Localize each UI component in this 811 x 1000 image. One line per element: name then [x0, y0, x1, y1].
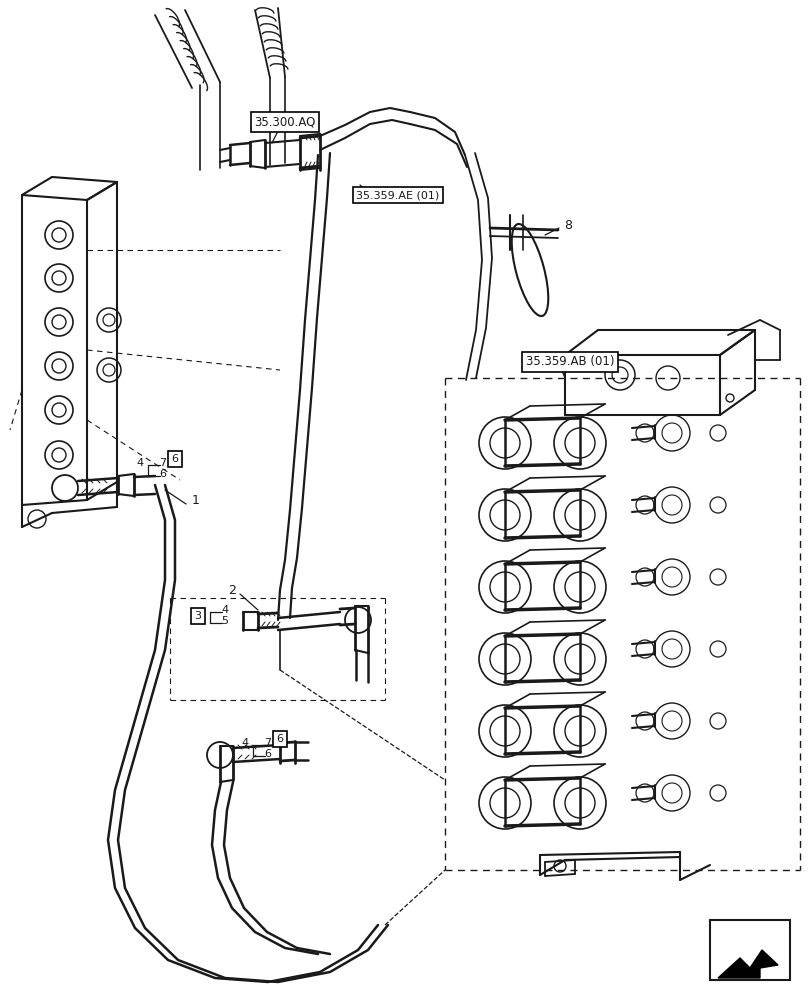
Text: 8: 8: [564, 219, 571, 232]
Ellipse shape: [511, 224, 547, 316]
Text: 3: 3: [195, 611, 201, 621]
Text: 7: 7: [159, 458, 166, 468]
Text: 6: 6: [277, 734, 283, 744]
Text: 4: 4: [241, 738, 248, 748]
Text: 6: 6: [171, 454, 178, 464]
Text: 7: 7: [264, 738, 271, 748]
Text: 4: 4: [136, 458, 144, 468]
Text: 5: 5: [221, 616, 228, 626]
Text: 35.300.AQ: 35.300.AQ: [254, 116, 315, 129]
Text: 1: 1: [192, 493, 200, 506]
Polygon shape: [717, 950, 777, 978]
FancyBboxPatch shape: [709, 920, 789, 980]
Text: 2: 2: [228, 584, 236, 596]
Text: 35.359.AE (01): 35.359.AE (01): [356, 190, 439, 200]
Text: 6: 6: [159, 469, 166, 479]
Text: 4: 4: [221, 605, 228, 615]
Text: 6: 6: [264, 749, 271, 759]
Text: 35.359.AB (01): 35.359.AB (01): [525, 356, 613, 368]
